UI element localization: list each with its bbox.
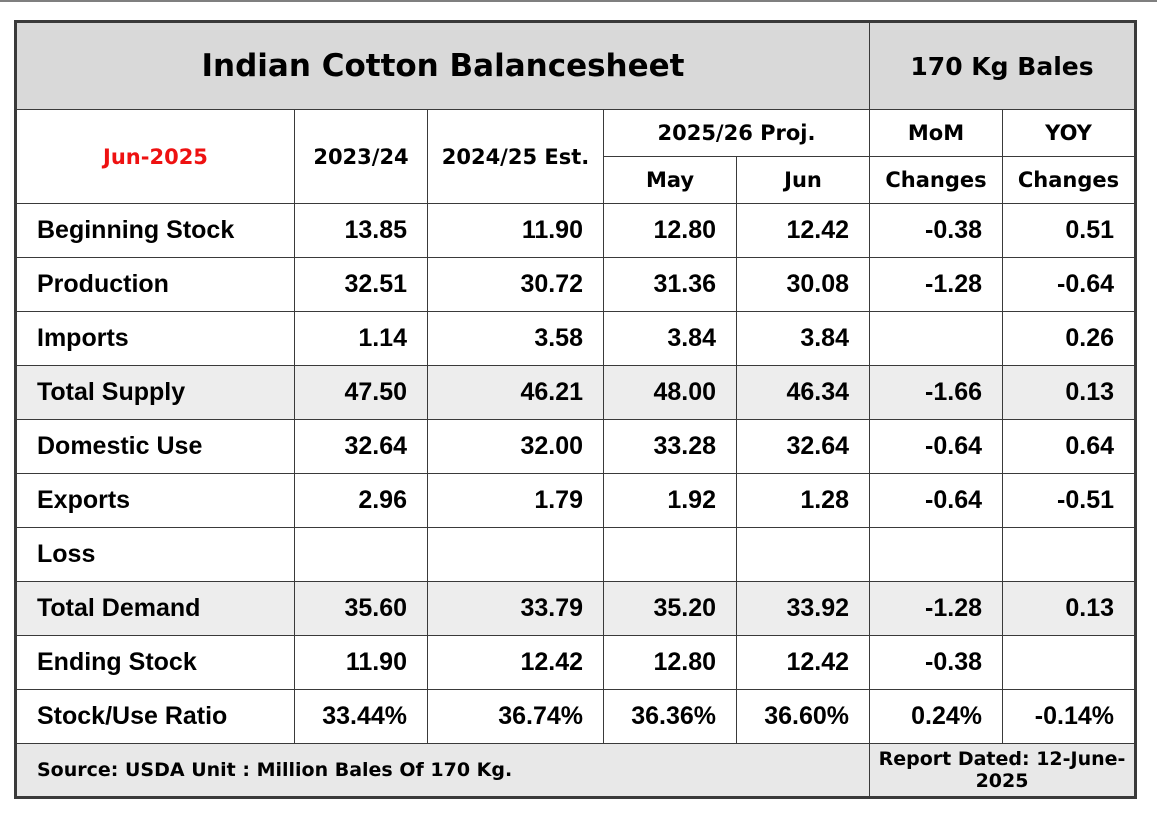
table-cell: -1.28 xyxy=(869,581,1003,636)
table-cell: 2.96 xyxy=(294,473,428,528)
table-cell: 0.13 xyxy=(1001,365,1137,420)
table-cell: 33.44% xyxy=(294,689,428,744)
row-label: Loss xyxy=(15,527,295,582)
table-cell: 36.60% xyxy=(736,689,870,744)
table-cell: 31.36 xyxy=(603,257,737,312)
table-cell: -0.14% xyxy=(1001,689,1137,744)
table-cell: 12.42 xyxy=(736,635,870,690)
table-row: Loss xyxy=(15,527,1137,582)
table-cell: -0.38 xyxy=(869,203,1003,258)
table-cell: 13.85 xyxy=(294,203,428,258)
table-cell: 46.21 xyxy=(427,365,604,420)
table-cell: 3.84 xyxy=(603,311,737,366)
row-label: Exports xyxy=(15,473,295,528)
table-title: Indian Cotton Balancesheet xyxy=(15,21,870,110)
table-cell: 12.42 xyxy=(427,635,604,690)
table-cell: -1.66 xyxy=(869,365,1003,420)
table-cell xyxy=(294,527,428,582)
row-label: Total Supply xyxy=(15,365,295,420)
table-cell: -0.38 xyxy=(869,635,1003,690)
table-cell: 32.51 xyxy=(294,257,428,312)
table-row: Exports 2.96 1.79 1.92 1.28 -0.64 -0.51 xyxy=(15,473,1137,528)
table-cell: -0.64 xyxy=(869,473,1003,528)
table-cell: 0.13 xyxy=(1001,581,1137,636)
table-row: Ending Stock 11.90 12.42 12.80 12.42 -0.38 xyxy=(15,635,1137,690)
table-cell: 36.74% xyxy=(427,689,604,744)
table-cell xyxy=(603,527,737,582)
table-row: Total Demand 35.60 33.79 35.20 33.92 -1.28 0.1… xyxy=(15,581,1137,636)
table-cell: 11.90 xyxy=(427,203,604,258)
table-cell xyxy=(869,311,1003,366)
table-cell: 1.28 xyxy=(736,473,870,528)
table-cell: 0.64 xyxy=(1001,419,1137,474)
col-header-yoy-changes: Changes xyxy=(1001,156,1137,204)
table-cell: 30.72 xyxy=(427,257,604,312)
col-header-mom: MoM xyxy=(869,109,1003,157)
col-header-may: May xyxy=(603,156,737,204)
table-cell: 33.92 xyxy=(736,581,870,636)
table-row: Domestic Use 32.64 32.00 33.28 32.64 -0.64 0.6… xyxy=(15,419,1137,474)
table-cell xyxy=(736,527,870,582)
table-cell: 1.79 xyxy=(427,473,604,528)
table-cell: 1.14 xyxy=(294,311,428,366)
top-border-line xyxy=(0,0,1157,2)
table-row: Beginning Stock 13.85 11.90 12.80 12.42 -0.38… xyxy=(15,203,1137,258)
header-row-1: Jun-2025 2023/24 2024/25 Est. 2025/26 Pr… xyxy=(15,109,1137,204)
table-cell: 35.20 xyxy=(603,581,737,636)
table-row: Total Supply 47.50 46.21 48.00 46.34 -1.66 0.1… xyxy=(15,365,1137,420)
table-cell: 30.08 xyxy=(736,257,870,312)
table-cell: 32.64 xyxy=(736,419,870,474)
table-cell xyxy=(1001,527,1137,582)
table-cell: 46.34 xyxy=(736,365,870,420)
table-cell: -0.51 xyxy=(1001,473,1137,528)
table-row: Imports 1.14 3.58 3.84 3.84 0.26 xyxy=(15,311,1137,366)
footer-row: Source: USDA Unit : Million Bales Of 170… xyxy=(15,743,1137,798)
table-cell: 0.26 xyxy=(1001,311,1137,366)
row-label: Total Demand xyxy=(15,581,295,636)
table-cell: 0.24% xyxy=(869,689,1003,744)
table-cell: 48.00 xyxy=(603,365,737,420)
table-cell: 33.28 xyxy=(603,419,737,474)
table-cell: 3.84 xyxy=(736,311,870,366)
row-label: Beginning Stock xyxy=(15,203,295,258)
title-row: Indian Cotton Balancesheet 170 Kg Bales xyxy=(15,21,1137,110)
table-cell: 35.60 xyxy=(294,581,428,636)
table-cell: 12.80 xyxy=(603,635,737,690)
table-cell: 47.50 xyxy=(294,365,428,420)
balancesheet-table: Indian Cotton Balancesheet 170 Kg Bales … xyxy=(14,20,1138,799)
table-cell: 36.36% xyxy=(603,689,737,744)
table-cell: -0.64 xyxy=(869,419,1003,474)
col-header-2023: 2023/24 xyxy=(294,109,428,204)
col-header-yoy: YOY xyxy=(1001,109,1137,157)
table-cell xyxy=(1001,635,1137,690)
table-cell: 32.64 xyxy=(294,419,428,474)
table-cell: 3.58 xyxy=(427,311,604,366)
table-cell: 33.79 xyxy=(427,581,604,636)
col-header-2024: 2024/25 Est. xyxy=(427,109,604,204)
table-cell: 0.51 xyxy=(1001,203,1137,258)
row-label: Domestic Use xyxy=(15,419,295,474)
table-cell: 32.00 xyxy=(427,419,604,474)
table-row: Production 32.51 30.72 31.36 30.08 -1.28 -0.64 xyxy=(15,257,1137,312)
unit-label: 170 Kg Bales xyxy=(868,21,1137,110)
table-cell xyxy=(427,527,604,582)
col-header-jun: Jun xyxy=(736,156,870,204)
row-label: Imports xyxy=(15,311,295,366)
report-date: Report Dated: 12-June-2025 xyxy=(868,743,1137,798)
table-cell: -0.64 xyxy=(1001,257,1137,312)
row-label: Ending Stock xyxy=(15,635,295,690)
table-row: Stock/Use Ratio 33.44% 36.74% 36.36% 36.60% 0… xyxy=(15,689,1137,744)
table-cell: 12.80 xyxy=(603,203,737,258)
col-header-mom-changes: Changes xyxy=(869,156,1003,204)
table-cell: 1.92 xyxy=(603,473,737,528)
table-cell: 11.90 xyxy=(294,635,428,690)
col-header-proj: 2025/26 Proj. xyxy=(603,109,870,157)
row-label: Stock/Use Ratio xyxy=(15,689,295,744)
row-label: Production xyxy=(15,257,295,312)
table-cell xyxy=(869,527,1003,582)
table-cell: 12.42 xyxy=(736,203,870,258)
source-note: Source: USDA Unit : Million Bales Of 170… xyxy=(15,743,870,798)
table-cell: -1.28 xyxy=(869,257,1003,312)
report-month: Jun-2025 xyxy=(15,109,295,204)
